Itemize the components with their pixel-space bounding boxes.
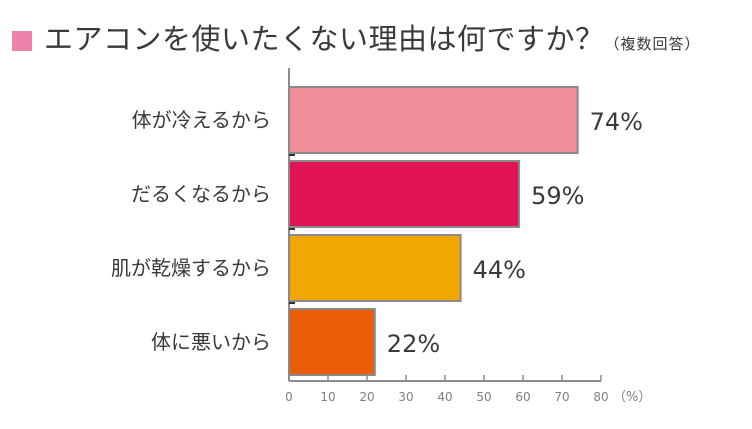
chart-title-main: エアコンを使いたくない理由は何ですか？: [44, 22, 605, 56]
chart-title: エアコンを使いたくない理由は何ですか？（複数回答）: [44, 21, 701, 62]
bar: [288, 308, 376, 376]
x-tick-label: 0: [285, 390, 293, 404]
bar: [288, 86, 579, 154]
value-label: 59%: [531, 182, 584, 210]
category-label: 体に悪いから: [151, 330, 271, 354]
x-tick-label: 20: [359, 390, 374, 404]
x-tick-label: 70: [554, 390, 569, 404]
x-tick-label: 60: [515, 390, 530, 404]
value-label: 74%: [590, 108, 643, 136]
x-tick-label: 40: [437, 390, 452, 404]
x-tick-label: 10: [320, 390, 335, 404]
value-label: 44%: [473, 256, 526, 284]
bar: [288, 234, 462, 302]
chart-title-sub: （複数回答）: [604, 35, 701, 53]
bar: [288, 160, 521, 228]
category-label: 肌が乾燥するから: [111, 256, 271, 280]
category-label: 体が冷えるから: [132, 108, 271, 132]
title-square-marker: [12, 31, 32, 51]
x-tick-label: 80: [593, 390, 608, 404]
x-tick-label: 50: [476, 390, 491, 404]
value-label: 22%: [387, 330, 440, 358]
category-label: だるくなるから: [131, 182, 271, 206]
x-tick-label: 30: [398, 390, 413, 404]
x-unit-label: （%）: [613, 390, 651, 405]
